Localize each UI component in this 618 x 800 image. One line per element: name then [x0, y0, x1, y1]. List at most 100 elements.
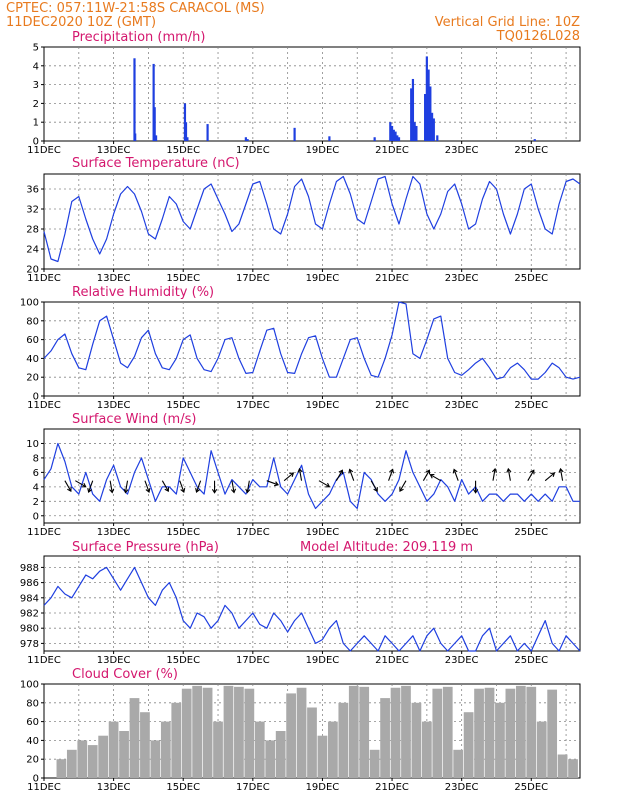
precip-bar: [415, 125, 418, 141]
wind-arrow-head: [230, 488, 237, 494]
cloud-bar: [87, 745, 98, 778]
pressure-panel: Surface Pressure (hPa) Model Altitude: 2…: [20, 540, 581, 666]
precip-bar: [134, 133, 137, 141]
wind-arrow: [64, 480, 72, 492]
wind-xtick-label: 19DEC: [306, 527, 340, 538]
wind-arrow: [231, 480, 235, 493]
wind-arrow: [109, 480, 113, 493]
cloud-bar: [526, 686, 537, 778]
wind-arrow-head: [389, 468, 395, 474]
precip-bar: [184, 122, 188, 141]
precip-xtick-label: 25DEC: [514, 145, 548, 156]
cloud-bar: [359, 686, 370, 778]
cloud-xtick-label: 17DEC: [236, 782, 270, 793]
header-station: CPTEC: 057:11W-21:58S CARACOL (MS): [6, 1, 265, 16]
wind-arrow-head: [289, 472, 295, 477]
precip-ytick-label: 0: [33, 137, 39, 148]
rh-xtick-label: 15DEC: [166, 400, 200, 411]
cloud-bar: [536, 721, 547, 778]
cloud-ytick-label: 0: [33, 774, 39, 785]
wind-arrow: [88, 480, 94, 493]
header-run-time: 11DEC2020 10Z (GMT): [6, 15, 156, 30]
precip-bar: [390, 125, 394, 141]
precip-bar: [410, 88, 413, 141]
cloud-bar: [150, 740, 161, 778]
wind-arrow-head: [297, 467, 303, 473]
temp-ytick-label: 20: [26, 265, 39, 276]
wind-arrow-head: [348, 468, 354, 474]
wind-arrow: [507, 468, 511, 481]
press-xtick-label: 23DEC: [445, 655, 479, 666]
rh-frame: [43, 301, 581, 397]
temp-frame: [43, 173, 581, 270]
precip-bar: [425, 56, 428, 141]
cloud-bar: [557, 754, 568, 778]
precip-bar: [411, 78, 415, 141]
press-frame: [43, 555, 581, 652]
wind-arrow: [283, 472, 294, 482]
cloud-bar: [56, 759, 67, 778]
precip-bar: [133, 58, 136, 141]
precip-bar: [432, 118, 435, 141]
precip-bar: [533, 139, 536, 141]
cloud-bar: [317, 735, 328, 778]
cloud-bar: [129, 698, 140, 778]
precipitation-title: Precipitation (mm/h): [72, 30, 205, 45]
wind-arrow: [124, 480, 129, 493]
precip-bar: [206, 124, 209, 141]
wind-arrow: [370, 480, 378, 492]
wind-arrow-head: [550, 472, 556, 477]
cloud-bar: [328, 721, 338, 778]
precip-ytick-label: 1: [33, 118, 39, 129]
precip-xtick-label: 13DEC: [97, 145, 131, 156]
precip-ytick-label: 5: [33, 43, 39, 54]
wind-xtick-label: 17DEC: [236, 527, 270, 538]
rh-ytick-label: 100: [20, 298, 39, 309]
precip-bar: [328, 136, 331, 141]
cloud-bar: [421, 721, 432, 778]
wind-arrow: [161, 480, 169, 492]
press-ytick-label: 978: [20, 639, 39, 650]
press-xtick-label: 25DEC: [514, 655, 548, 666]
press-ytick-label: 984: [20, 593, 39, 604]
cloud-xtick-label: 15DEC: [166, 782, 200, 793]
wind-xtick-label: 11DEC: [27, 527, 61, 538]
temp-xtick-label: 25DEC: [514, 273, 548, 284]
wind-arrow-head: [558, 467, 564, 473]
cloud-bar: [265, 740, 276, 778]
cloud-cover-panel: Cloud Cover (%) 0 20 40 60 80 100 11DEC 13DEC 15…: [20, 667, 581, 793]
cloud-bar: [171, 702, 182, 778]
cloud-bar: [223, 685, 234, 778]
cloud-bar: [202, 687, 213, 778]
wind-xtick-label: 21DEC: [375, 527, 409, 538]
humidity-panel: Relative Humidity (%) 0 20 40 60 80 100 11DEC 1…: [20, 285, 581, 411]
temp-xtick-label: 13DEC: [97, 273, 131, 284]
press-series-line: [43, 566, 581, 652]
cloud-bar: [66, 749, 77, 778]
wind-arrow: [544, 472, 555, 482]
wind-arrow-head: [195, 487, 201, 493]
cloud-bar: [181, 688, 192, 778]
wind-arrow: [298, 468, 303, 481]
cloud-bar: [160, 721, 171, 778]
wind-ytick-label: 2: [33, 497, 39, 508]
cloud-ytick-label: 20: [26, 755, 39, 766]
cloud-bar: [432, 688, 443, 778]
rh-ytick-label: 80: [26, 316, 39, 327]
precip-frame: [43, 46, 581, 142]
rh-xtick-label: 23DEC: [445, 400, 479, 411]
cloud-bar: [254, 721, 265, 778]
cloud-ytick-label: 60: [26, 717, 39, 728]
wind-arrow: [318, 480, 330, 488]
precip-xtick-label: 21DEC: [375, 145, 409, 156]
temp-series-line: [43, 175, 581, 263]
precip-bar: [427, 69, 430, 141]
cloud-bar: [119, 731, 129, 778]
cloud-bar: [296, 687, 307, 778]
wind-arrow-head: [245, 488, 251, 494]
press-xtick-label: 19DEC: [306, 655, 340, 666]
cloud-bar: [463, 712, 474, 778]
wind-arrow-head: [67, 487, 72, 492]
cloud-xtick-label: 13DEC: [97, 782, 131, 793]
temp-xtick-label: 15DEC: [166, 273, 200, 284]
